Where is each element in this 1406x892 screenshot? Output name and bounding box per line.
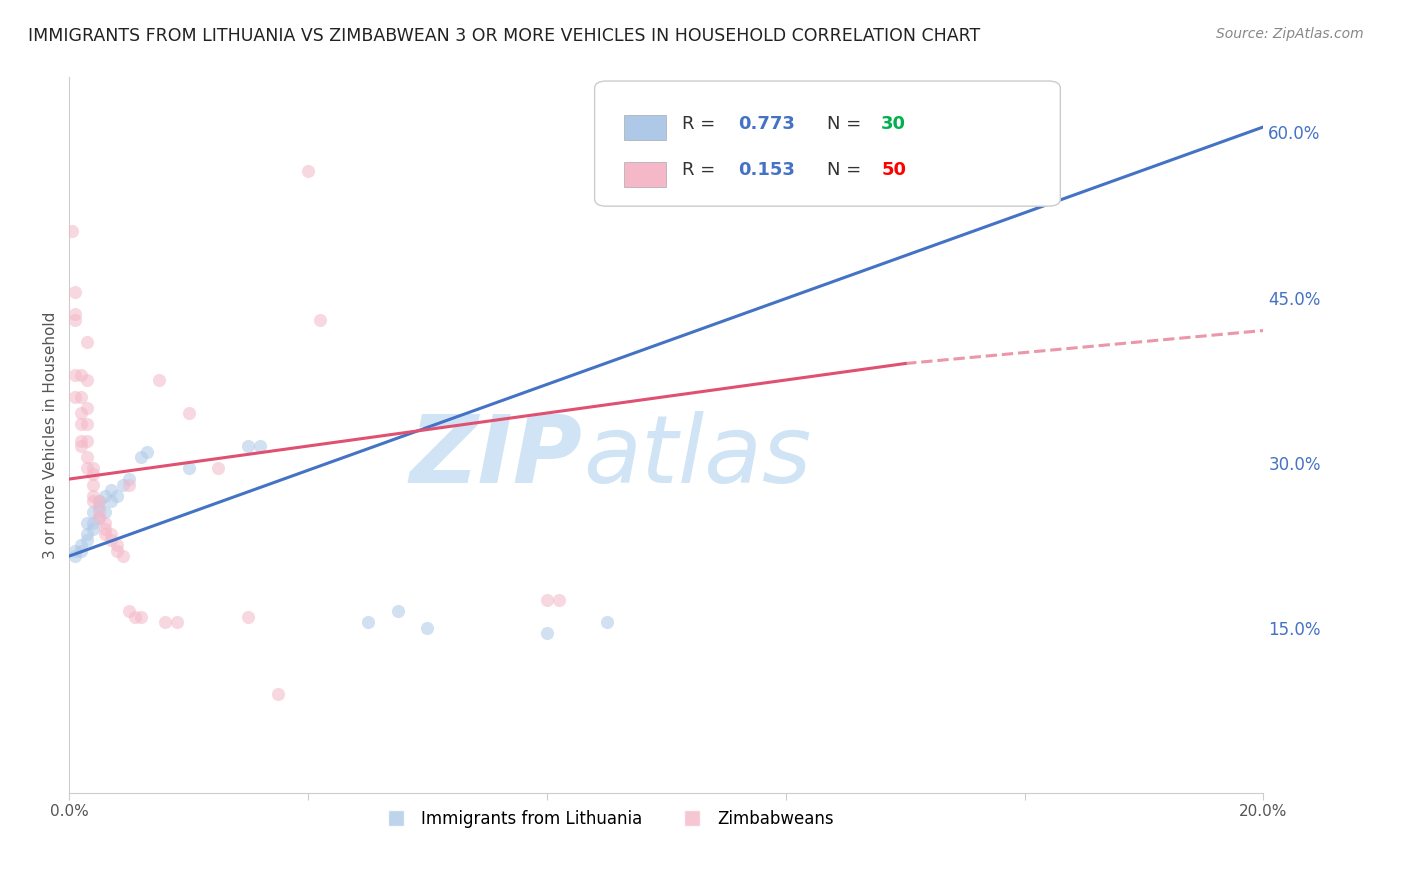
Text: R =: R =: [682, 161, 721, 179]
Text: ZIP: ZIP: [409, 410, 582, 502]
Text: N =: N =: [828, 161, 868, 179]
Point: [94, 505, 117, 519]
Point: [63, 543, 86, 558]
Point: [124, 609, 146, 624]
FancyBboxPatch shape: [624, 161, 666, 186]
Point: [166, 615, 188, 629]
Point: [177, 406, 200, 420]
Point: [70, 390, 93, 404]
Point: [70, 543, 93, 558]
Point: [100, 533, 122, 547]
Point: [118, 604, 141, 618]
Point: [177, 461, 200, 475]
FancyBboxPatch shape: [624, 115, 666, 140]
Point: [87, 494, 110, 508]
Point: [297, 164, 319, 178]
Point: [249, 439, 271, 453]
Point: [76, 533, 98, 547]
Point: [82, 461, 104, 475]
Point: [595, 615, 617, 629]
Point: [82, 489, 104, 503]
Y-axis label: 3 or more Vehicles in Household: 3 or more Vehicles in Household: [44, 311, 58, 558]
Point: [100, 527, 122, 541]
Point: [153, 615, 176, 629]
Point: [63, 368, 86, 382]
Point: [416, 621, 439, 635]
Text: Source: ZipAtlas.com: Source: ZipAtlas.com: [1216, 27, 1364, 41]
Text: 0.153: 0.153: [738, 161, 794, 179]
Point: [94, 522, 117, 536]
Point: [76, 516, 98, 530]
Point: [118, 472, 141, 486]
Point: [105, 489, 128, 503]
Text: R =: R =: [682, 115, 721, 133]
Point: [76, 450, 98, 464]
Point: [63, 549, 86, 563]
Point: [82, 467, 104, 481]
Point: [105, 538, 128, 552]
Text: 50: 50: [882, 161, 907, 179]
Point: [536, 593, 558, 607]
Point: [105, 543, 128, 558]
Text: IMMIGRANTS FROM LITHUANIA VS ZIMBABWEAN 3 OR MORE VEHICLES IN HOUSEHOLD CORRELAT: IMMIGRANTS FROM LITHUANIA VS ZIMBABWEAN …: [28, 27, 980, 45]
Point: [148, 373, 170, 387]
Point: [129, 609, 152, 624]
Point: [100, 483, 122, 497]
Point: [547, 593, 569, 607]
Point: [76, 401, 98, 415]
Point: [70, 406, 93, 420]
Point: [87, 500, 110, 514]
Point: [82, 522, 104, 536]
Point: [238, 609, 260, 624]
FancyBboxPatch shape: [595, 81, 1060, 206]
Point: [87, 510, 110, 524]
Point: [70, 434, 93, 448]
Point: [357, 615, 380, 629]
Point: [70, 538, 93, 552]
Point: [63, 312, 86, 326]
Point: [267, 687, 290, 701]
Point: [76, 417, 98, 431]
Text: 30: 30: [882, 115, 907, 133]
Point: [76, 434, 98, 448]
Point: [60, 225, 83, 239]
Point: [111, 549, 134, 563]
Point: [63, 390, 86, 404]
Text: 0.773: 0.773: [738, 115, 794, 133]
Point: [94, 489, 117, 503]
Point: [70, 368, 93, 382]
Text: N =: N =: [828, 115, 868, 133]
Point: [111, 477, 134, 491]
Point: [100, 494, 122, 508]
Point: [309, 312, 332, 326]
Point: [87, 505, 110, 519]
Point: [76, 527, 98, 541]
Point: [207, 461, 229, 475]
Point: [76, 461, 98, 475]
Point: [87, 494, 110, 508]
Point: [63, 307, 86, 321]
Legend: Immigrants from Lithuania, Zimbabweans: Immigrants from Lithuania, Zimbabweans: [373, 803, 841, 834]
Text: atlas: atlas: [582, 411, 811, 502]
Point: [82, 494, 104, 508]
Point: [94, 516, 117, 530]
Point: [82, 516, 104, 530]
Point: [387, 604, 409, 618]
Point: [238, 439, 260, 453]
Point: [70, 439, 93, 453]
Point: [129, 450, 152, 464]
Point: [135, 444, 157, 458]
Point: [76, 334, 98, 349]
Point: [82, 505, 104, 519]
Point: [87, 510, 110, 524]
Point: [118, 477, 141, 491]
Point: [536, 626, 558, 640]
Point: [63, 285, 86, 299]
Point: [76, 373, 98, 387]
Point: [82, 477, 104, 491]
Point: [70, 417, 93, 431]
Point: [94, 527, 117, 541]
